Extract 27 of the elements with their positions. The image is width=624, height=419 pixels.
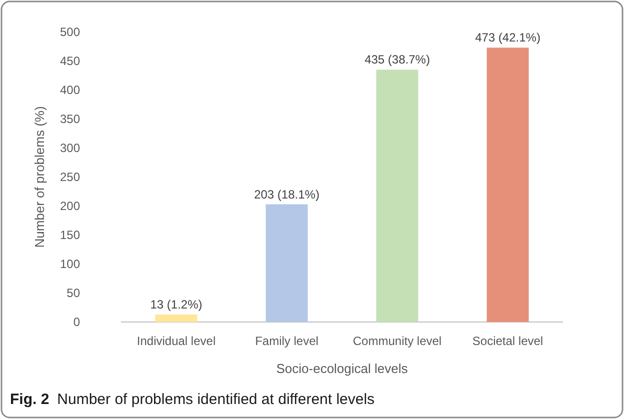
bar [376, 70, 418, 322]
y-tick-label: 50 [66, 286, 80, 300]
x-tick-label: Community level [352, 334, 442, 348]
caption: Fig. 2 [10, 391, 50, 408]
text: Number of problems identified at different levels [57, 391, 375, 408]
bar [266, 204, 308, 322]
x-tick-label: Societal level [472, 334, 544, 348]
y-tick-label: 300 [60, 141, 80, 155]
y-tick-label: 100 [60, 257, 80, 271]
data-label: 13 (1.2%) [150, 297, 202, 312]
data-label: 203 (18.1%) [254, 187, 320, 202]
bar [486, 48, 529, 322]
y-tick-label: 400 [60, 83, 80, 97]
y-axis-title: Number of problems (%) [32, 106, 47, 248]
y-tick-label: 350 [60, 112, 80, 126]
x-axis-title: Socio-ecological levels [276, 361, 408, 376]
y-tick-label: 150 [60, 228, 80, 242]
y-tick-label: 0 [73, 315, 80, 329]
y-tick-label: 450 [60, 54, 80, 68]
y-tick-label: 250 [60, 170, 80, 184]
y-tick-label: 500 [60, 25, 80, 39]
data-label: 435 (38.7%) [364, 52, 430, 67]
data-label: 473 (42.1%) [475, 30, 540, 45]
bar [155, 314, 198, 322]
x-tick-label: Family level [255, 334, 318, 348]
y-tick-label: 200 [60, 199, 80, 213]
x-tick-label: Individual level [136, 334, 216, 348]
